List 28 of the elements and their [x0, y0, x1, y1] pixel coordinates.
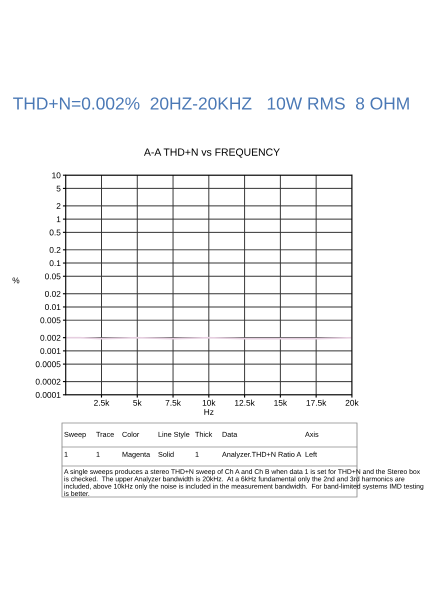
x-tick-label: 2.5k	[94, 400, 110, 406]
x-tick-label: 15k	[274, 400, 288, 406]
chart-subtitle: A-A THD+N vs FREQUENCY	[144, 148, 280, 158]
y-axis-title: %	[12, 277, 20, 284]
x-tick-label: 7.5k	[166, 400, 181, 406]
x-tick-label: 17.5k	[306, 400, 326, 406]
y-tick-label: 0.02	[44, 290, 60, 297]
y-tick-label: 0.01	[44, 304, 60, 310]
y-tick-label: 5	[56, 186, 61, 192]
x-axis-title: Hz	[204, 409, 214, 415]
y-tick-label: 0.002	[40, 334, 60, 341]
y-tick-label: 0.0001	[36, 392, 60, 398]
y-tick-label: 0.005	[40, 317, 61, 324]
y-tick-label: 0.05	[44, 273, 61, 280]
x-tick-label: 12.5k	[235, 400, 255, 406]
x-tick-label: 5k	[133, 400, 142, 406]
chart-title: THD+N=0.002% 20HZ-20KHZ 10W RMS 8 OHM	[13, 97, 409, 110]
y-tick-label: 0.2	[50, 247, 60, 253]
y-tick-label: 10	[52, 172, 61, 178]
x-tick-label: 10k	[202, 400, 216, 406]
y-tick-label: 0.0005	[36, 361, 61, 368]
y-tick-label: 0.001	[40, 348, 60, 354]
y-tick-label: 0.5	[50, 230, 61, 236]
x-tick-label: 20k	[346, 400, 359, 406]
y-tick-label: 2	[56, 203, 60, 209]
y-tick-label: 1	[56, 216, 60, 222]
y-tick-label: 0.0002	[36, 378, 60, 385]
y-tick-label: 0.1	[50, 260, 60, 266]
